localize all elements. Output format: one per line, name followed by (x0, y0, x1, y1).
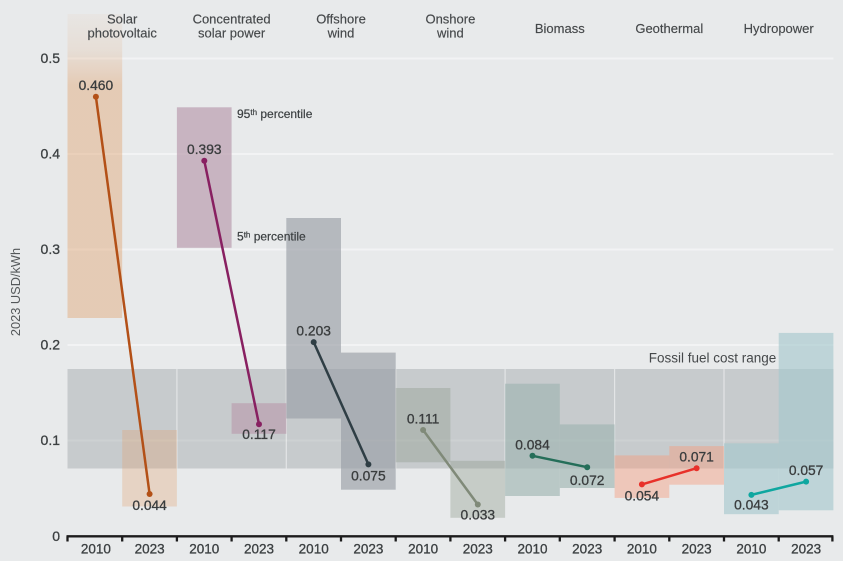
svg-text:Fossil fuel cost range: Fossil fuel cost range (649, 351, 777, 366)
svg-text:2010: 2010 (736, 542, 766, 557)
svg-text:0.460: 0.460 (79, 78, 114, 93)
svg-text:2010: 2010 (517, 542, 547, 557)
svg-text:2023: 2023 (135, 542, 165, 557)
svg-text:95th percentile: 95th percentile (237, 107, 313, 121)
svg-text:Solar: Solar (107, 12, 138, 27)
svg-text:0.072: 0.072 (570, 473, 605, 488)
svg-text:Hydropower: Hydropower (744, 21, 815, 36)
svg-text:2010: 2010 (299, 542, 329, 557)
svg-text:2023: 2023 (244, 542, 274, 557)
svg-text:0.1: 0.1 (41, 432, 61, 448)
svg-text:0.2: 0.2 (41, 337, 61, 353)
svg-text:2023: 2023 (572, 542, 602, 557)
svg-text:Concentrated: Concentrated (193, 12, 271, 27)
svg-text:0.084: 0.084 (515, 437, 550, 452)
svg-text:0.5: 0.5 (41, 50, 61, 66)
svg-text:2023: 2023 (791, 542, 821, 557)
svg-text:0.203: 0.203 (296, 324, 331, 339)
svg-text:0.057: 0.057 (789, 463, 824, 478)
svg-text:0.3: 0.3 (41, 241, 61, 257)
svg-text:Geothermal: Geothermal (635, 21, 703, 36)
svg-text:2010: 2010 (408, 542, 438, 557)
svg-text:Biomass: Biomass (535, 21, 585, 36)
svg-text:2023: 2023 (353, 542, 383, 557)
svg-text:2023: 2023 (463, 542, 493, 557)
svg-text:0.043: 0.043 (734, 498, 769, 513)
svg-text:0: 0 (52, 528, 60, 544)
svg-text:0.071: 0.071 (679, 450, 714, 465)
svg-text:0.075: 0.075 (351, 468, 386, 483)
svg-text:2010: 2010 (81, 542, 111, 557)
svg-text:2023: 2023 (682, 542, 712, 557)
svg-text:solar power: solar power (198, 26, 266, 41)
svg-text:wind: wind (436, 26, 464, 41)
svg-text:0.111: 0.111 (407, 412, 439, 427)
svg-text:2023 USD/kWh: 2023 USD/kWh (8, 248, 23, 336)
svg-text:2010: 2010 (627, 542, 657, 557)
svg-text:0.044: 0.044 (132, 498, 167, 513)
svg-text:photovoltaic: photovoltaic (88, 26, 158, 41)
svg-text:Onshore: Onshore (425, 12, 475, 27)
svg-text:wind: wind (327, 26, 355, 41)
svg-text:0.033: 0.033 (461, 508, 496, 523)
svg-text:0.393: 0.393 (187, 142, 222, 157)
svg-text:5th percentile: 5th percentile (237, 230, 306, 244)
svg-text:0.4: 0.4 (41, 146, 61, 162)
svg-text:2010: 2010 (189, 542, 219, 557)
svg-text:0.117: 0.117 (242, 427, 276, 442)
svg-text:0.054: 0.054 (625, 488, 660, 503)
svg-text:Offshore: Offshore (316, 12, 366, 27)
